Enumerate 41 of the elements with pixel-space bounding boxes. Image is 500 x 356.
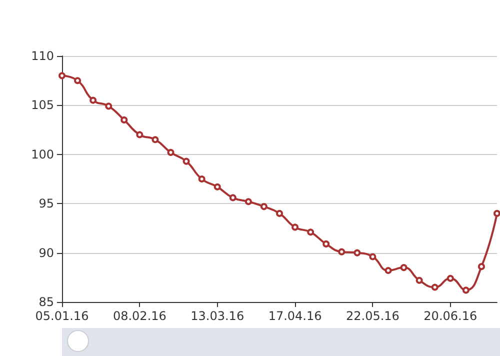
point	[58, 72, 66, 80]
point	[182, 158, 190, 165]
point	[276, 210, 283, 217]
point	[446, 274, 454, 282]
x-tick-label: 20.06.16	[424, 309, 478, 323]
y-tick-label: 110	[31, 49, 54, 63]
y-tick-label: 100	[31, 147, 54, 162]
point	[229, 194, 236, 202]
point	[198, 176, 206, 182]
point	[431, 284, 438, 291]
point	[416, 276, 423, 284]
y-tick-label: 90	[38, 246, 54, 260]
point	[307, 228, 314, 236]
point	[322, 240, 330, 248]
point	[494, 210, 500, 217]
point	[338, 248, 346, 256]
point	[384, 267, 392, 274]
point	[292, 224, 299, 231]
point	[74, 77, 82, 84]
point	[152, 136, 159, 144]
x-tick-label: 13.03.16	[190, 309, 244, 323]
point	[462, 286, 470, 294]
point	[400, 264, 408, 272]
point	[120, 116, 128, 124]
y-tick-label: 95	[38, 196, 54, 211]
point	[369, 253, 376, 260]
y-tick-label: 85	[38, 295, 54, 309]
x-tick-label: 17.04.16	[268, 309, 322, 323]
x-tick-label: 08.02.16	[112, 309, 166, 323]
point	[478, 263, 485, 270]
point	[214, 183, 221, 190]
point	[354, 249, 361, 256]
y-tick-label: 105	[31, 98, 54, 112]
point	[105, 102, 112, 110]
point	[136, 131, 144, 138]
x-tick-label: 05.01.16	[35, 309, 89, 323]
point	[167, 148, 174, 156]
point	[244, 198, 252, 206]
point	[260, 203, 268, 210]
point	[90, 96, 97, 104]
x-tick-label: 22.05.16	[346, 309, 400, 323]
